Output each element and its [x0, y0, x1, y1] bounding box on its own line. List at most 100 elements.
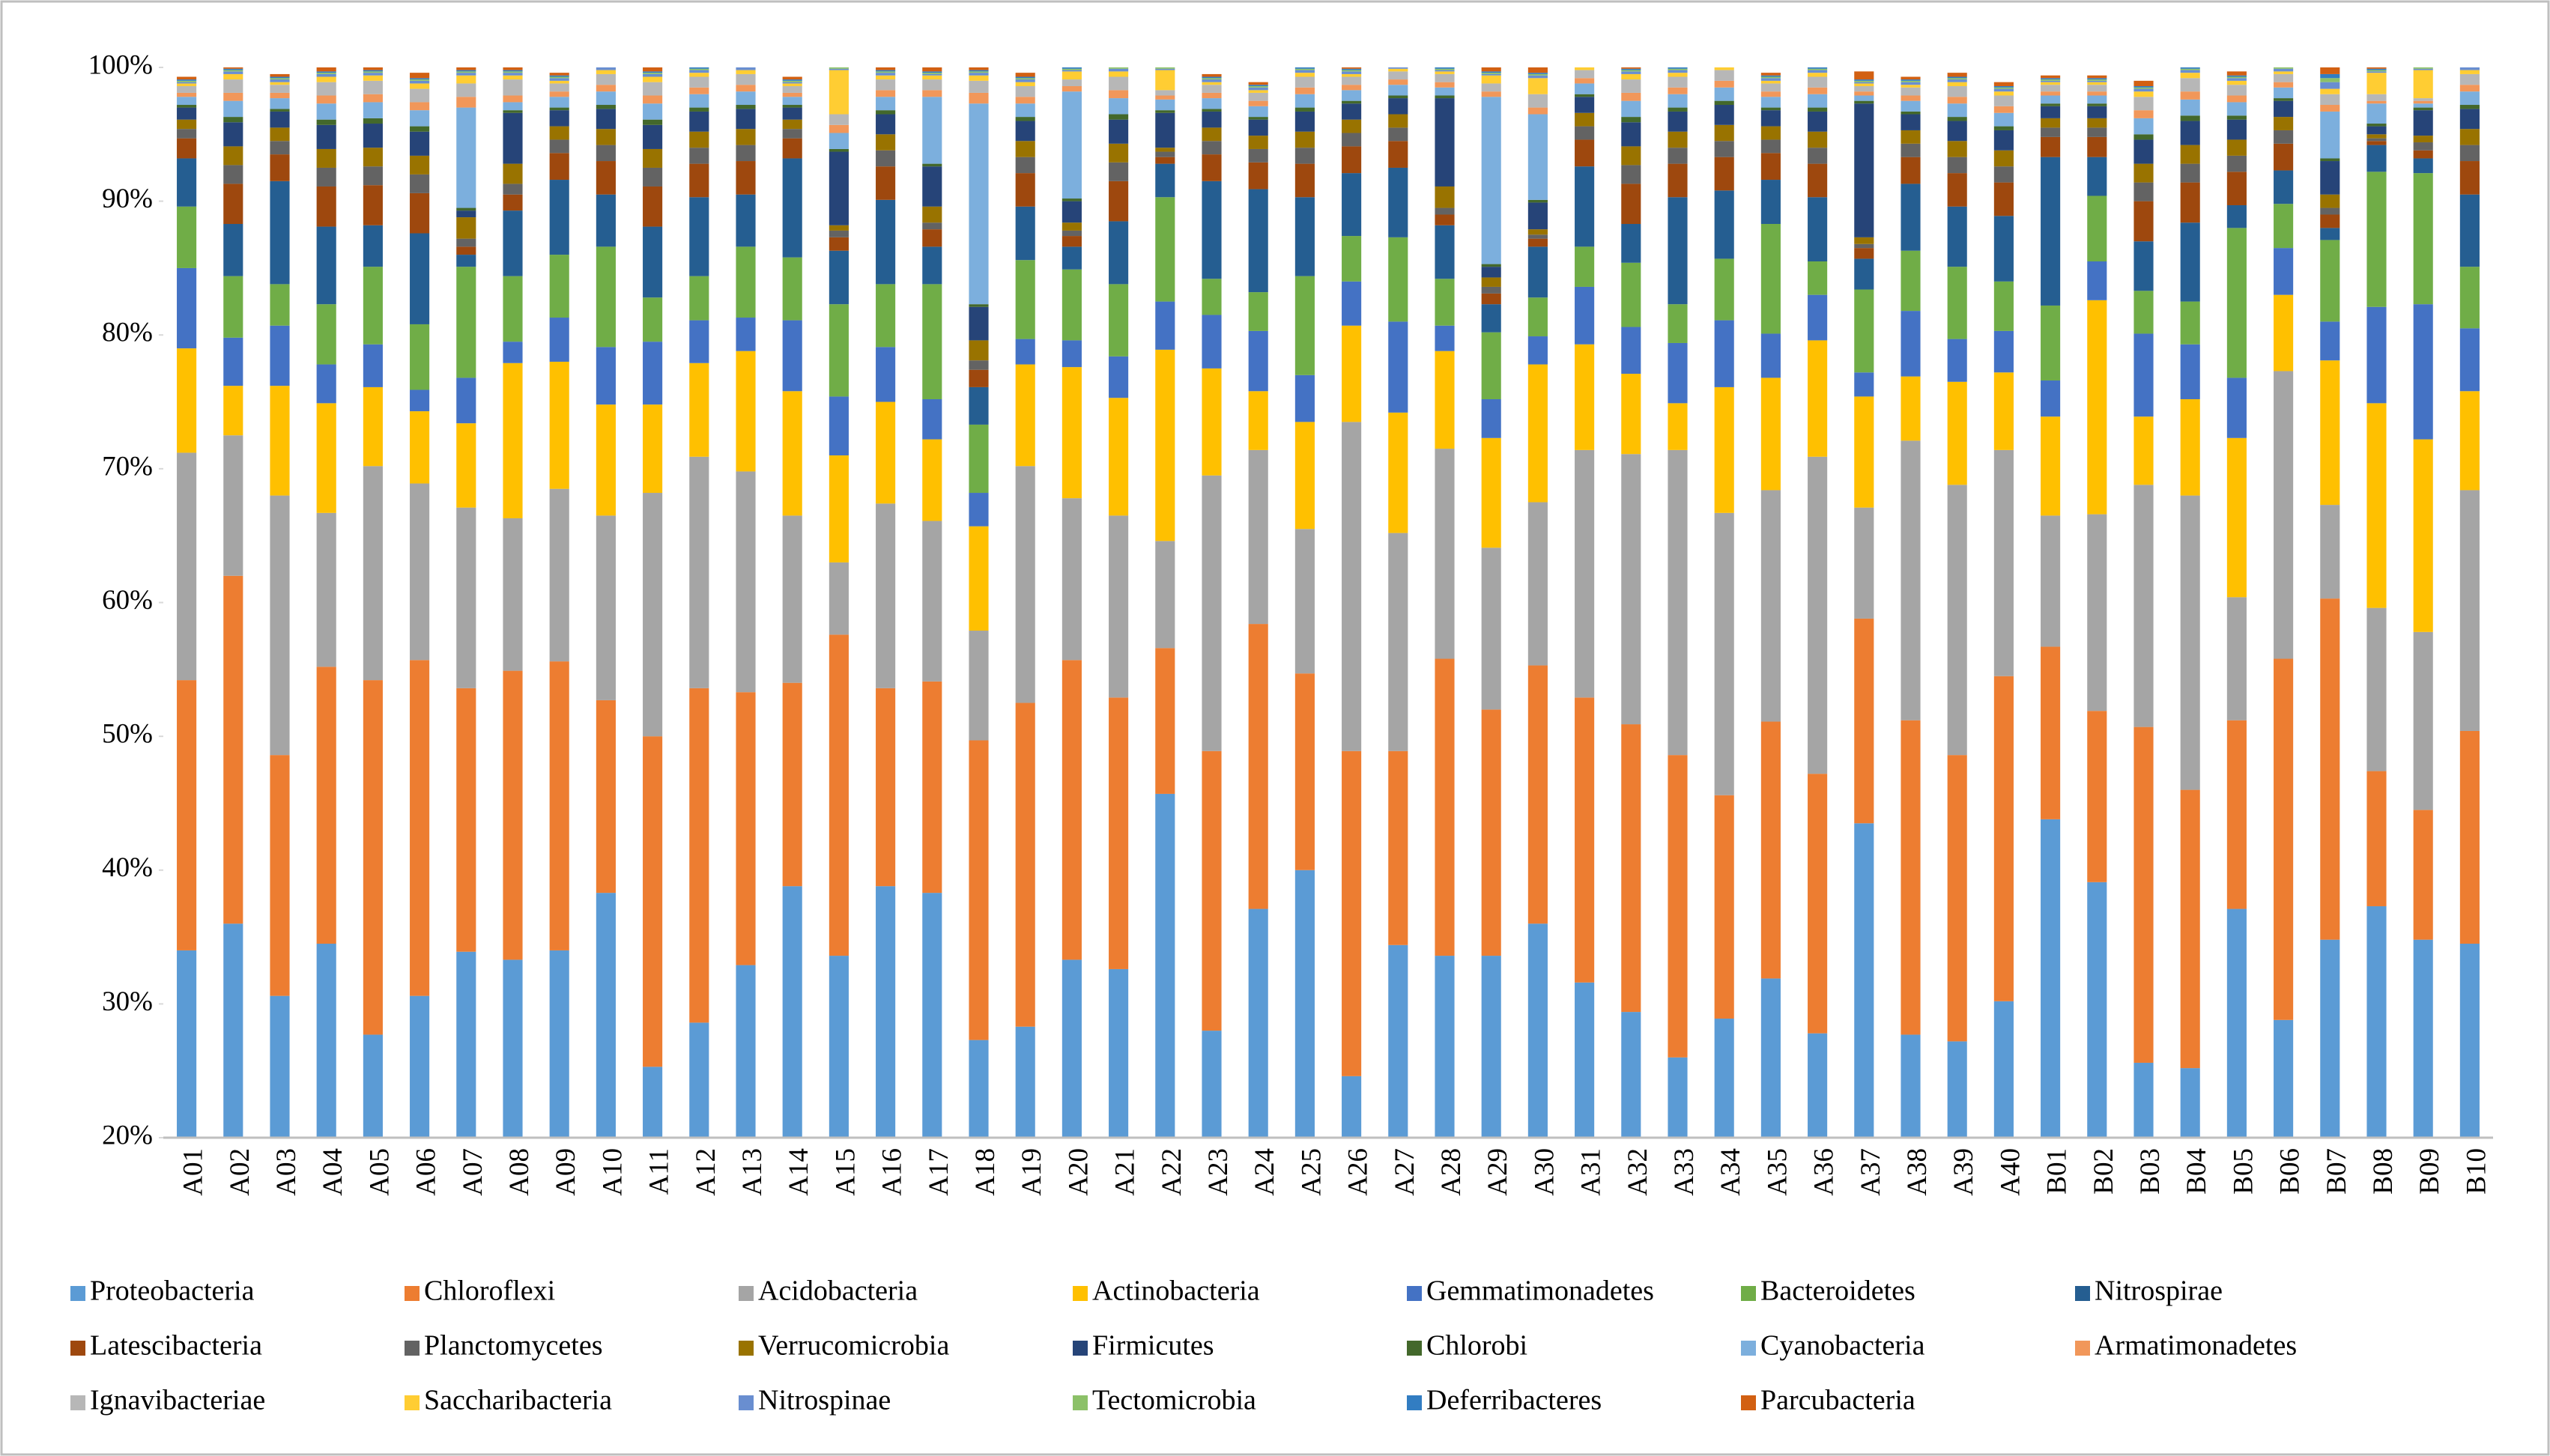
bar-segment: [1015, 79, 1035, 82]
bar-segment: [2087, 136, 2107, 157]
bar-segment: [1062, 222, 1082, 231]
bar-segment: [1062, 71, 1082, 80]
bar-segment: [363, 185, 383, 225]
bar-segment: [643, 73, 663, 74]
bar-segment: [177, 206, 197, 268]
bar-segment: [1062, 201, 1082, 223]
bar-segment: [1248, 85, 1268, 87]
bar-segment: [2226, 172, 2247, 205]
bar-segment: [1575, 139, 1595, 167]
bar-segment: [1342, 100, 1362, 104]
bar-segment: [2133, 727, 2154, 1063]
bar-segment: [736, 471, 756, 693]
bar-segment: [1062, 70, 1082, 72]
bar-segment: [1294, 197, 1315, 276]
bar-segment: [1621, 73, 1641, 80]
bar-segment: [969, 80, 989, 93]
bar-segment: [829, 68, 849, 70]
bar-segment: [2133, 87, 2154, 89]
bar-segment: [1294, 163, 1315, 198]
bar-segment: [1854, 86, 1874, 92]
bar-segment: [1854, 79, 1874, 81]
bar-segment: [2366, 124, 2387, 127]
bar-segment: [1435, 214, 1455, 225]
bar-segment: [316, 73, 336, 74]
bar-segment: [1947, 173, 1967, 207]
bar-segment: [736, 161, 756, 195]
bar-segment: [782, 76, 802, 80]
bar-segment: [2366, 403, 2387, 608]
bar-segment: [316, 167, 336, 186]
bar-segment: [316, 67, 336, 72]
x-tick-label: A29: [1483, 1148, 1513, 1196]
bar-segment: [596, 73, 616, 85]
legend-swatch: [405, 1341, 420, 1356]
bar-segment: [2274, 170, 2294, 204]
bar-segment: [503, 363, 523, 518]
bar-segment: [1808, 70, 1828, 73]
bar-segment: [2041, 79, 2061, 81]
bar-segment: [922, 73, 942, 74]
bar-segment: [1062, 959, 1082, 1138]
bar-segment: [1621, 100, 1641, 118]
x-tick-label: A20: [1063, 1148, 1094, 1196]
bar-segment: [223, 435, 243, 576]
bar-segment: [2180, 70, 2200, 73]
bar-segment: [1248, 292, 1268, 331]
bar-segment: [410, 233, 430, 324]
bar-segment: [270, 181, 290, 285]
bar-segment: [736, 109, 756, 130]
bar-segment: [1808, 294, 1828, 341]
bar-segment: [456, 507, 476, 688]
legend-swatch: [1407, 1286, 1422, 1301]
bar-segment: [596, 145, 616, 162]
bar-segment: [1155, 163, 1175, 198]
bar-segment: [1342, 422, 1362, 751]
bar-segment: [2087, 711, 2107, 882]
bar-segment: [643, 186, 663, 227]
bar-segment: [1527, 67, 1548, 73]
bar-segment: [549, 950, 569, 1138]
bar-segment: [1435, 956, 1455, 1138]
bar-segment: [1155, 157, 1175, 164]
bar-segment: [2366, 771, 2387, 906]
bar-segment: [2413, 142, 2433, 151]
y-tick-label: 80%: [102, 318, 153, 348]
bar-segment: [1342, 85, 1362, 91]
bar-segment: [1760, 107, 1781, 111]
legend-label: Nitrospinae: [758, 1385, 891, 1416]
legend-label: Bacteroidetes: [1760, 1275, 1915, 1307]
bar-segment: [1435, 225, 1455, 279]
bar-segment: [2320, 94, 2340, 106]
bar-segment: [2366, 71, 2387, 73]
bar-segment: [316, 124, 336, 149]
bar-segment: [1993, 87, 2014, 89]
bar-segment: [2133, 110, 2154, 118]
bar-segment: [1621, 68, 1641, 70]
bar-segment: [1575, 94, 1595, 97]
bar-segment: [1062, 198, 1082, 201]
bar-segment: [596, 161, 616, 195]
bar-segment: [410, 660, 430, 996]
bar-segment: [2413, 136, 2433, 143]
bar-segment: [177, 76, 197, 80]
bar-segment: [643, 124, 663, 149]
bar-segment: [1854, 95, 1874, 101]
bar-segment: [1294, 131, 1315, 148]
bar-segment: [1575, 166, 1595, 247]
bar-segment: [1294, 422, 1315, 530]
bar-segment: [1714, 105, 1734, 125]
bar-segment: [2041, 82, 2061, 85]
legend-label: Actinobacteria: [1092, 1275, 1260, 1307]
bar-segment: [1527, 94, 1548, 108]
bar-segment: [876, 67, 896, 70]
bar-segment: [363, 80, 383, 94]
bar-segment: [549, 97, 569, 108]
bar-segment: [1854, 289, 1874, 373]
bar-segment: [2180, 344, 2200, 399]
bar-segment: [363, 75, 383, 81]
bar-segment: [1621, 92, 1641, 101]
bar-segment: [1575, 449, 1595, 698]
bar-segment: [1202, 82, 1222, 85]
